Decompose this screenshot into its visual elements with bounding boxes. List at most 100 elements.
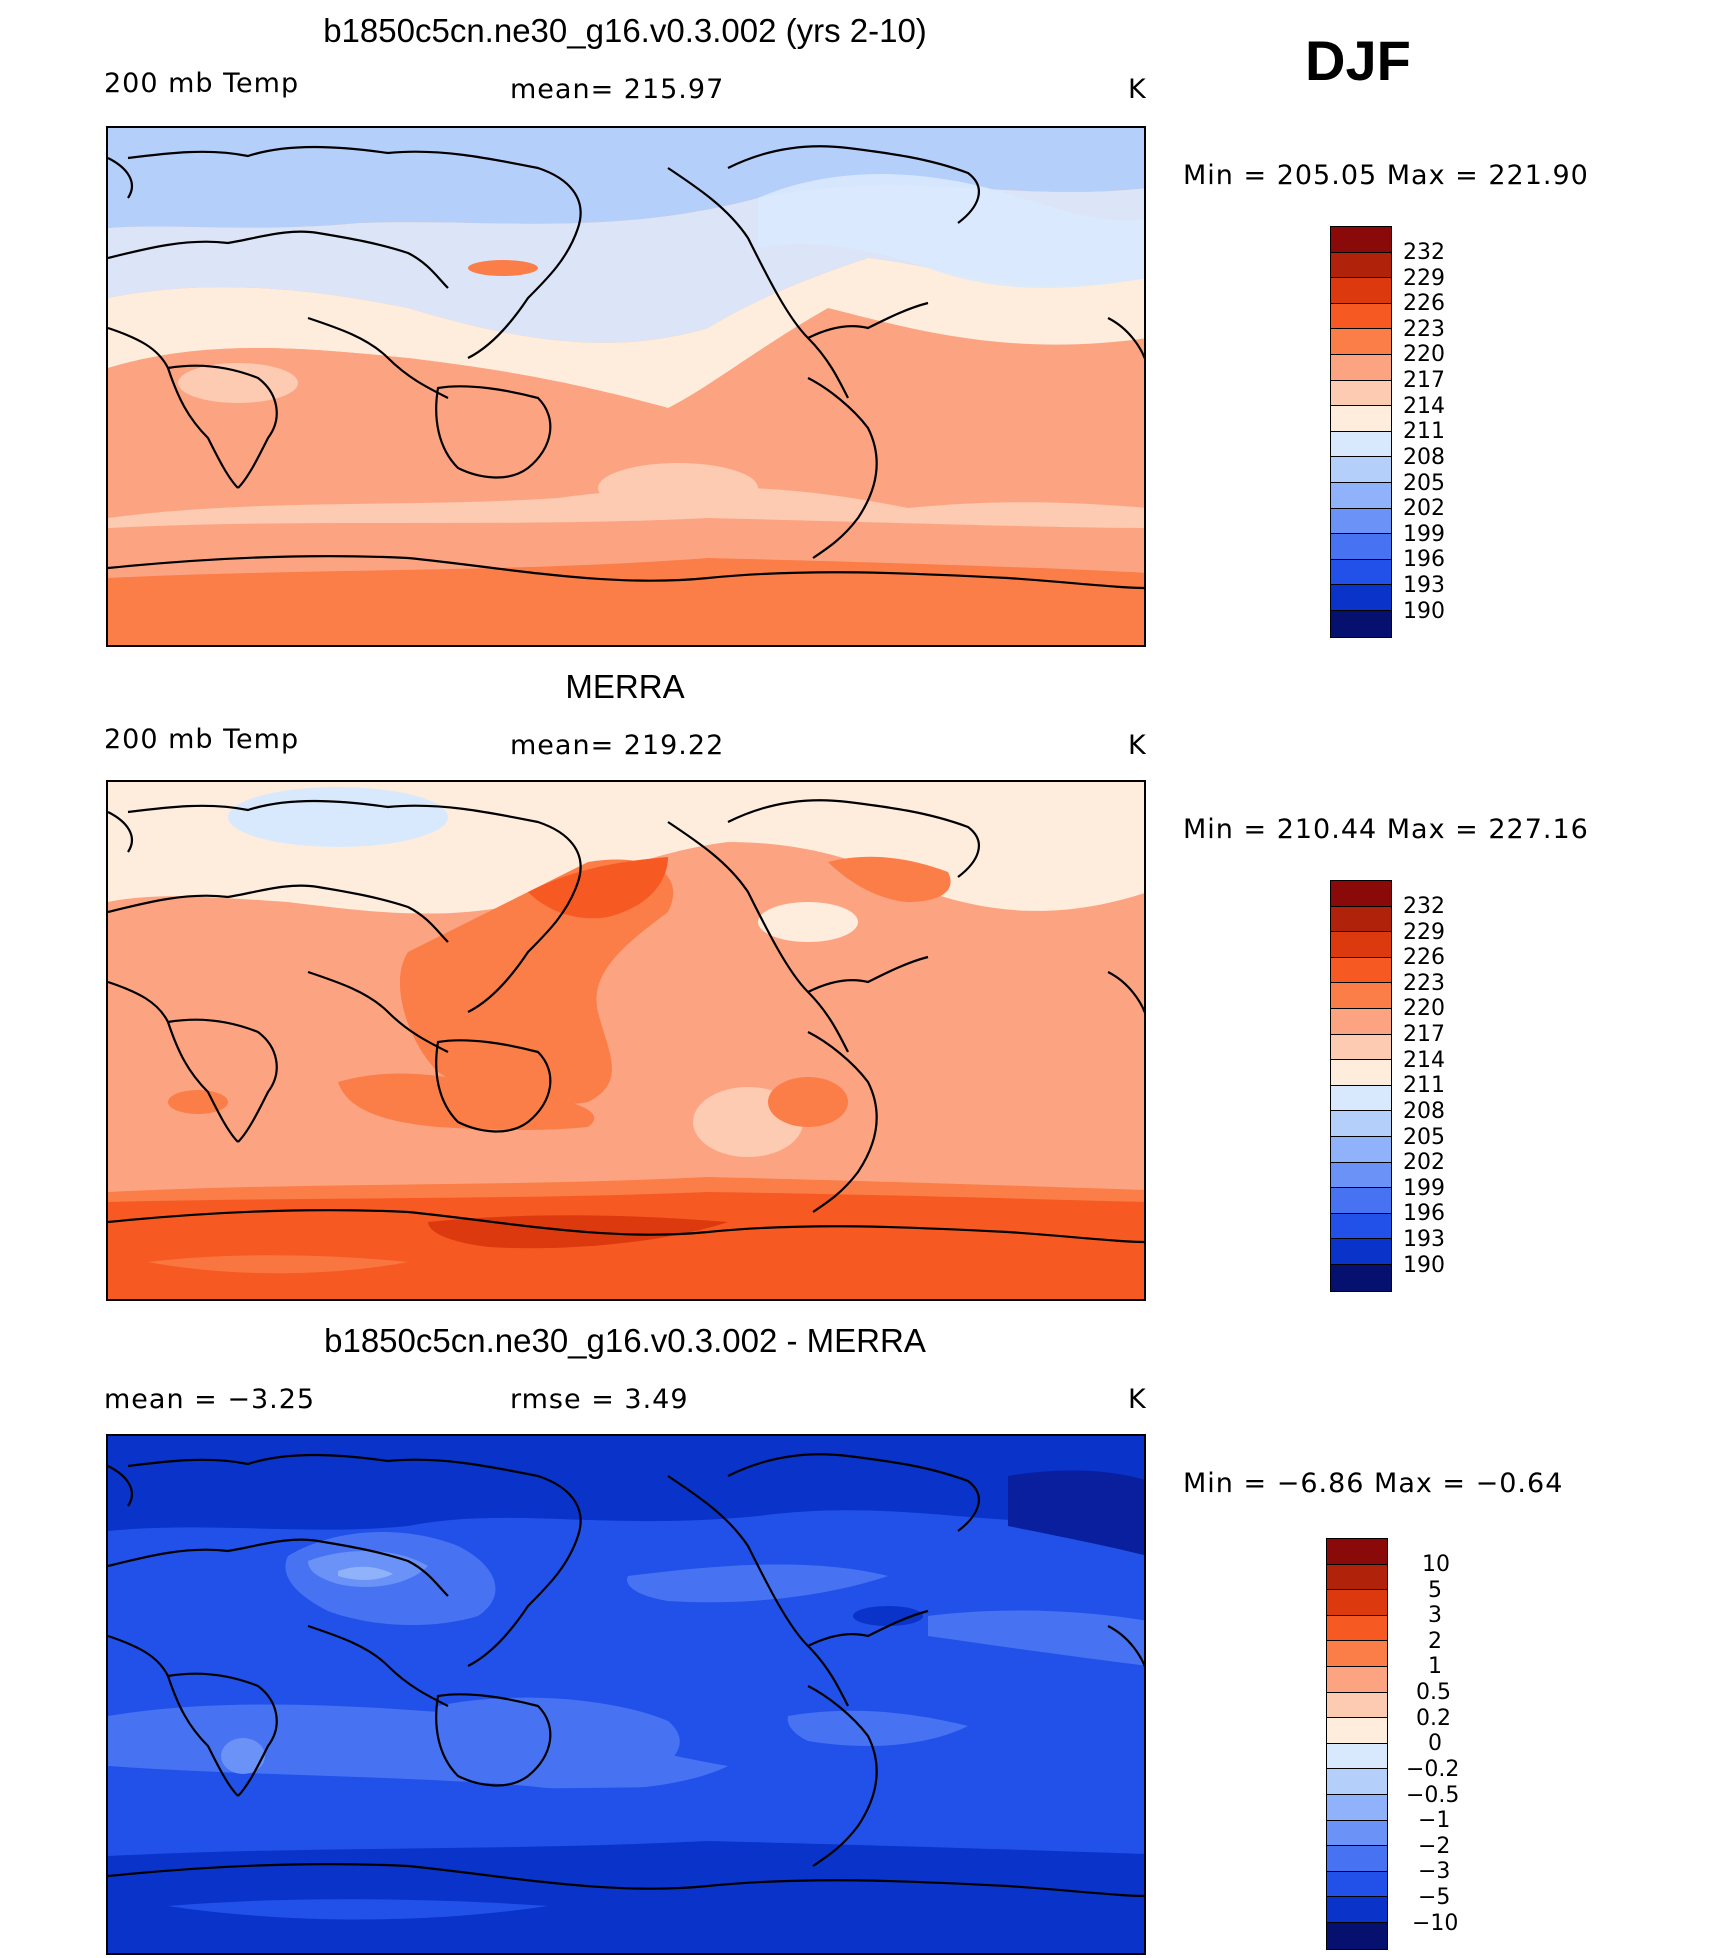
colorbar-box: [1331, 431, 1391, 458]
colorbar-box: [1327, 1769, 1387, 1795]
colorbar-box: [1331, 983, 1391, 1009]
panel-1-minmax: Min = 205.05 Max = 221.90: [1183, 160, 1589, 191]
colorbar-box: [1331, 278, 1391, 304]
colorbar-tick-label: 217: [1403, 1022, 1445, 1047]
panel-1-left-label: 200 mb Temp: [104, 68, 300, 99]
colorbar-tick-label: 0.5: [1416, 1680, 1451, 1705]
colorbar-box: [1327, 1590, 1387, 1616]
panel-1-contour-fill: [108, 128, 1144, 645]
panel-3-colorbar: [1326, 1538, 1388, 1950]
panel-3-title: b1850c5cn.ne30_g16.v0.3.002 - MERRA: [324, 1322, 926, 1359]
colorbar-tick-label: 199: [1403, 522, 1445, 547]
colorbar-box: [1331, 252, 1391, 279]
colorbar-tick-label: 10: [1422, 1552, 1450, 1577]
colorbar-box: [1331, 1213, 1391, 1240]
colorbar-box: [1331, 1188, 1391, 1214]
colorbar-box: [1331, 534, 1391, 560]
colorbar-tick-label: 214: [1403, 394, 1445, 419]
colorbar-box: [1331, 406, 1391, 432]
colorbar-tick-label: 199: [1403, 1176, 1445, 1201]
panel-3-coastlines: [108, 1453, 1144, 1898]
colorbar-box: [1331, 380, 1391, 407]
panel-1-colorbar: [1330, 226, 1392, 638]
panel-2-left-label: 200 mb Temp: [104, 724, 300, 755]
colorbar-tick-label: 223: [1403, 971, 1445, 996]
colorbar-tick-label: 1: [1428, 1654, 1442, 1679]
colorbar-box: [1331, 508, 1391, 535]
colorbar-tick-label: 208: [1403, 445, 1445, 470]
colorbar-tick-label: 211: [1403, 419, 1445, 444]
colorbar-box: [1331, 1034, 1391, 1061]
colorbar-tick-label: 196: [1403, 1201, 1445, 1226]
colorbar-tick-label: −10: [1412, 1911, 1459, 1936]
colorbar-tick-label: −5: [1418, 1885, 1451, 1910]
colorbar-tick-label: 208: [1403, 1099, 1445, 1124]
panel-2-center-label: mean= 219.22: [510, 730, 725, 761]
colorbar-tick-label: 190: [1403, 599, 1445, 624]
colorbar-tick-label: 232: [1403, 894, 1445, 919]
colorbar-tick-label: 226: [1403, 945, 1445, 970]
panel-1-map: [106, 126, 1146, 647]
colorbar-tick-label: 5: [1428, 1578, 1442, 1603]
colorbar-tick-label: −3: [1418, 1859, 1451, 1884]
colorbar-box: [1331, 906, 1391, 933]
panel-2-title: MERRA: [565, 668, 685, 705]
colorbar-box: [1327, 1692, 1387, 1719]
colorbar-box: [1331, 1162, 1391, 1189]
colorbar-tick-label: 190: [1403, 1253, 1445, 1278]
colorbar-box: [1331, 1136, 1391, 1163]
colorbar-tick-label: 226: [1403, 291, 1445, 316]
panel-3-contour-fill: [108, 1436, 1144, 1953]
colorbar-tick-label: 220: [1403, 342, 1445, 367]
season-label: DJF: [1305, 29, 1411, 92]
colorbar-box: [1327, 1641, 1387, 1667]
panel-2-map: [106, 780, 1146, 1301]
colorbar-box: [1327, 1871, 1387, 1898]
panel-1-center-label: mean= 215.97: [510, 74, 725, 105]
colorbar-tick-label: 214: [1403, 1048, 1445, 1073]
colorbar-box: [1331, 329, 1391, 355]
colorbar-box: [1331, 227, 1391, 253]
colorbar-box: [1331, 303, 1391, 330]
colorbar-box: [1327, 1564, 1387, 1591]
colorbar-box: [1331, 1264, 1391, 1291]
colorbar-box: [1327, 1846, 1387, 1872]
colorbar-box: [1331, 1239, 1391, 1265]
colorbar-tick-label: 229: [1403, 920, 1445, 945]
colorbar-box: [1331, 1060, 1391, 1086]
colorbar-box: [1331, 881, 1391, 907]
panel-2-unit-label: K: [1128, 730, 1147, 761]
colorbar-box: [1331, 1085, 1391, 1112]
colorbar-tick-label: 193: [1403, 1227, 1445, 1252]
colorbar-tick-label: 202: [1403, 496, 1445, 521]
colorbar-tick-label: 193: [1403, 573, 1445, 598]
colorbar-box: [1327, 1615, 1387, 1642]
panel-3-center-label: rmse = 3.49: [510, 1384, 689, 1415]
colorbar-tick-label: 2: [1428, 1629, 1442, 1654]
panel-2-contour-fill: [108, 782, 1144, 1299]
colorbar-tick-label: 232: [1403, 240, 1445, 265]
colorbar-box: [1327, 1922, 1387, 1949]
colorbar-tick-label: 220: [1403, 996, 1445, 1021]
colorbar-tick-label: 205: [1403, 1125, 1445, 1150]
colorbar-box: [1331, 957, 1391, 984]
colorbar-box: [1331, 457, 1391, 483]
panel-1-title: b1850c5cn.ne30_g16.v0.3.002 (yrs 2-10): [323, 12, 927, 49]
colorbar-tick-label: 223: [1403, 317, 1445, 342]
panel-2-coastlines: [108, 799, 1144, 1244]
colorbar-tick-label: 0.2: [1416, 1706, 1451, 1731]
colorbar-tick-label: 211: [1403, 1073, 1445, 1098]
colorbar-box: [1327, 1897, 1387, 1923]
colorbar-tick-label: 196: [1403, 547, 1445, 572]
colorbar-box: [1331, 354, 1391, 381]
colorbar-box: [1327, 1539, 1387, 1565]
colorbar-tick-label: −0.2: [1406, 1757, 1460, 1782]
panel-1-coastlines: [108, 145, 1144, 590]
colorbar-box: [1327, 1666, 1387, 1693]
panel-1-unit-label: K: [1128, 74, 1147, 105]
colorbar-box: [1331, 610, 1391, 637]
colorbar-tick-label: 217: [1403, 368, 1445, 393]
colorbar-box: [1331, 1111, 1391, 1137]
panel-2-colorbar: [1330, 880, 1392, 1292]
colorbar-tick-label: 229: [1403, 266, 1445, 291]
